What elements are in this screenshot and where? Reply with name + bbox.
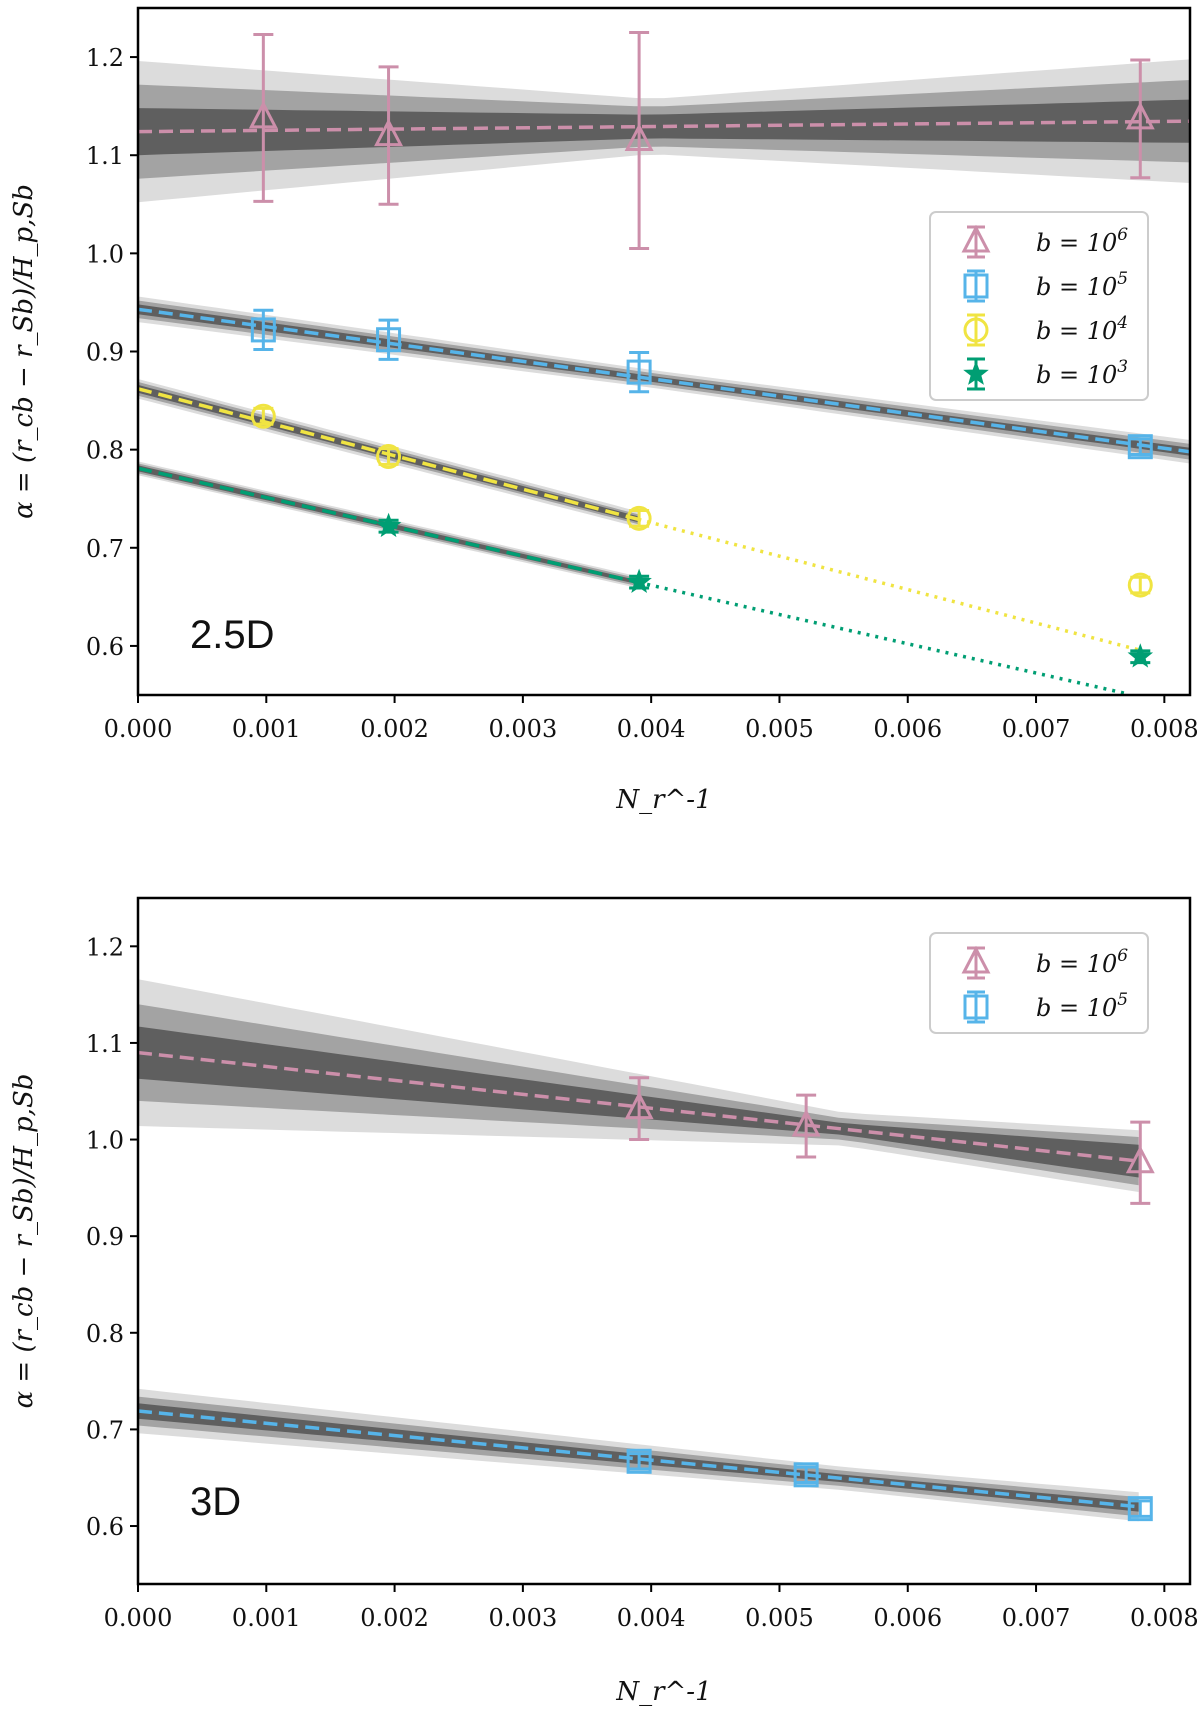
x-tick-label: 0.004	[617, 1604, 686, 1632]
y-axis-label: α = (r_cb − r_Sb)/H_p,Sb	[9, 1074, 39, 1409]
data-point-b1e4	[1127, 572, 1153, 598]
data-point-b1e5	[626, 1448, 652, 1474]
y-tick-label: 0.8	[86, 1320, 124, 1348]
y-tick-label: 1.1	[86, 1030, 124, 1058]
x-tick-label: 0.002	[360, 715, 429, 743]
plot-frame	[136, 896, 1192, 1586]
legend-marker-b1e6	[961, 945, 991, 974]
legend-label-b1e3: b = 103	[1036, 357, 1128, 389]
legend-text-b1e4: b = 10	[1036, 317, 1117, 345]
y-axis-label: α = (r_cb − r_Sb)/H_p,Sb	[9, 184, 39, 519]
x-tick-label: 0.001	[232, 715, 301, 743]
data-point-b1e5	[376, 327, 402, 353]
y-tick-label: 0.7	[86, 535, 124, 563]
y-tick-label: 1.0	[86, 1127, 124, 1155]
panel-label: 2.5D	[190, 613, 275, 657]
x-tick-label: 0.005	[745, 715, 814, 743]
data-point-b1e3	[626, 568, 652, 593]
legend-text-b1e3: b = 10	[1036, 361, 1117, 389]
legend-text-b1e6: b = 10	[1036, 950, 1117, 978]
x-tick-label: 0.006	[873, 715, 942, 743]
data-point-b1e4	[626, 505, 652, 531]
y-tick-label: 1.2	[86, 44, 124, 72]
x-tick-label: 0.005	[745, 1604, 814, 1632]
legend-text-b1e6: b = 10	[1036, 229, 1117, 257]
data-point-b1e6	[624, 1091, 654, 1120]
y-tick-label: 0.7	[86, 1416, 124, 1444]
legend-box	[929, 932, 1149, 1034]
panel-3d: 0.000 0.001 0.002 0.003 0.004 0.005 0.006 0.007…	[9, 896, 1199, 1707]
legend-label-b1e4: b = 104	[1036, 313, 1128, 345]
x-axis-label: N_r^-1	[615, 785, 711, 815]
data-point-b1e3	[1127, 643, 1154, 668]
panel-2p5d: 0.000 0.001 0.002 0.003 0.004 0.005 0.006 0.007…	[9, 6, 1199, 815]
y-tick-label: 1.0	[86, 240, 124, 268]
data-point-b1e6	[1125, 101, 1155, 130]
y-tick-label: 0.9	[86, 339, 124, 367]
legend-exponent-b1e6: 6	[1117, 946, 1128, 966]
data-point-b1e4	[250, 403, 276, 429]
y-tick-label: 0.9	[86, 1223, 124, 1251]
legend-label-b1e6: b = 106	[1036, 225, 1128, 257]
data-point-b1e6	[624, 123, 654, 151]
legend-label-b1e5: b = 105	[1036, 269, 1128, 301]
legend-label-b1e5: b = 105	[1036, 990, 1128, 1022]
legend-exponent-b1e4: 4	[1116, 313, 1128, 333]
x-tick-label: 0.008	[1130, 1604, 1199, 1632]
panel-label: 3D	[190, 1480, 241, 1524]
data-point-b1e6	[1125, 1145, 1155, 1174]
x-tick-label: 0.000	[104, 1604, 173, 1632]
legend-exponent-b1e5: 5	[1117, 269, 1128, 289]
y-tick-label: 1.2	[86, 933, 124, 961]
legend-marker-b1e5	[963, 994, 989, 1020]
data-point-b1e5	[1127, 1496, 1153, 1522]
legend-marker-b1e4	[963, 317, 989, 343]
data-point-b1e5	[793, 1462, 819, 1488]
y-tick-label: 0.6	[86, 633, 124, 661]
x-tick-label: 0.003	[489, 715, 558, 743]
legend-text-b1e5: b = 10	[1036, 994, 1117, 1022]
legend-exponent-b1e6: 6	[1117, 225, 1128, 245]
data-point-b1e4	[376, 444, 402, 470]
data-point-b1e5	[1127, 434, 1153, 460]
legend-box	[929, 211, 1149, 401]
extrapolation-line-b1e4	[637, 517, 1141, 652]
plot-area	[138, 31, 1190, 695]
data-point-b1e5	[626, 359, 652, 385]
x-tick-label: 0.004	[617, 715, 686, 743]
y-tick-label: 1.1	[86, 142, 124, 170]
x-tick-label: 0.008	[1130, 715, 1199, 743]
fit-line-b1e5	[138, 307, 1190, 454]
x-axis-label: N_r^-1	[615, 1677, 711, 1707]
data-point-b1e3	[375, 512, 402, 538]
legend-exponent-b1e3: 3	[1117, 357, 1128, 377]
x-tick-label: 0.007	[1002, 715, 1071, 743]
data-point-b1e5	[250, 317, 276, 343]
x-tick-label: 0.003	[489, 1604, 558, 1632]
data-point-b1e6	[374, 118, 404, 147]
x-tick-label: 0.006	[873, 1604, 942, 1632]
y-tick-label: 0.8	[86, 437, 124, 465]
legend-marker-b1e3	[963, 360, 989, 385]
plot-area	[138, 979, 1155, 1522]
legend-marker-b1e6	[961, 224, 991, 253]
extrapolation-line-b1e3	[637, 580, 1127, 695]
x-tick-label: 0.000	[104, 715, 173, 743]
data-point-b1e6	[248, 100, 278, 129]
legend-label-b1e6: b = 106	[1036, 946, 1128, 978]
fit-line-b1e6	[138, 119, 1190, 134]
y-tick-label: 0.6	[86, 1513, 124, 1541]
legend-marker-b1e5	[963, 273, 989, 299]
x-tick-label: 0.002	[360, 1604, 429, 1632]
legend-exponent-b1e5: 5	[1117, 990, 1128, 1010]
data-point-b1e6	[791, 1108, 821, 1137]
x-tick-label: 0.001	[232, 1604, 301, 1632]
legend-text-b1e5: b = 10	[1036, 273, 1117, 301]
x-tick-label: 0.007	[1002, 1604, 1071, 1632]
